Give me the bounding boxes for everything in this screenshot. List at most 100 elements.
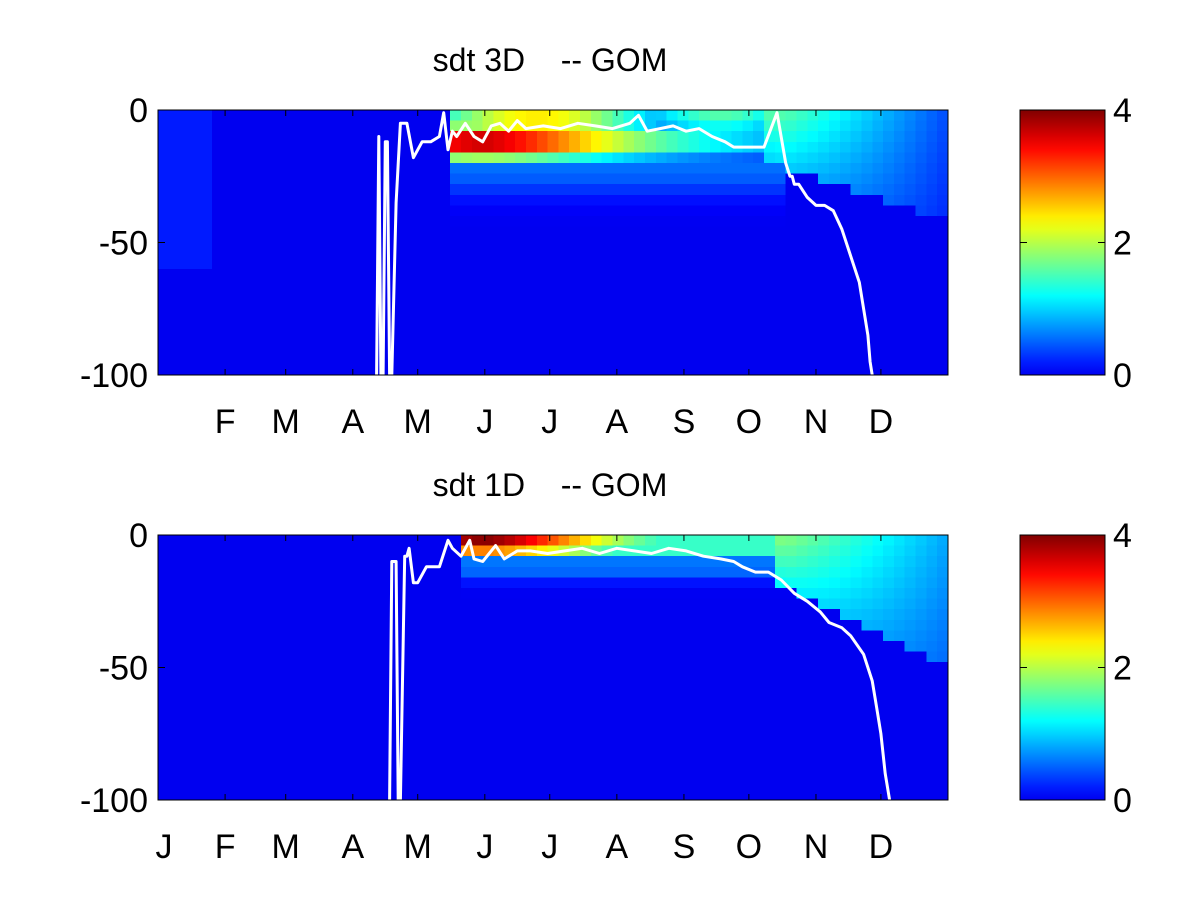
heatmap-cell	[341, 110, 354, 122]
heatmap-cell	[677, 322, 689, 334]
heatmap-cell	[233, 651, 246, 663]
heatmap-cell	[774, 332, 787, 344]
heatmap-cell	[601, 672, 614, 684]
heatmap-cell	[828, 535, 841, 547]
heatmap-cell	[547, 736, 560, 748]
heatmap-cell	[785, 683, 798, 695]
heatmap-cell	[634, 598, 646, 610]
heatmap-cell	[168, 343, 181, 355]
heatmap-cell	[764, 343, 776, 355]
heatmap-cell	[861, 556, 873, 568]
heatmap-cell	[309, 290, 321, 302]
heatmap-cell	[255, 694, 267, 706]
heatmap-cell	[699, 588, 711, 600]
heatmap-cell	[439, 683, 451, 695]
heatmap-cell	[244, 332, 256, 344]
heatmap-cell	[277, 120, 289, 132]
heatmap-cell	[525, 556, 538, 568]
heatmap-cell	[785, 715, 798, 727]
heatmap-cell	[709, 768, 722, 780]
heatmap-cell	[688, 226, 700, 238]
heatmap-cell	[266, 704, 278, 716]
heatmap-cell	[201, 736, 213, 748]
heatmap-cell	[915, 131, 927, 143]
heatmap-cell	[904, 131, 917, 143]
heatmap-cell	[298, 704, 311, 716]
heatmap-cell	[504, 247, 516, 259]
heatmap-cell	[818, 163, 830, 175]
heatmap-cell	[850, 672, 863, 684]
heatmap-cell	[796, 141, 808, 153]
heatmap-cell	[363, 322, 376, 334]
heatmap-cell	[298, 290, 311, 302]
heatmap-cell	[655, 237, 668, 249]
heatmap-cell	[320, 300, 332, 312]
heatmap-cell	[558, 619, 570, 631]
heatmap-cell	[331, 131, 343, 143]
heatmap-cell	[406, 311, 419, 323]
heatmap-cell	[439, 609, 451, 621]
heatmap-cell	[688, 364, 700, 376]
heatmap-cell	[461, 789, 473, 801]
heatmap-cell	[471, 736, 484, 748]
heatmap-cell	[623, 683, 635, 695]
heatmap-cell	[818, 598, 830, 610]
heatmap-cell	[937, 205, 949, 217]
heatmap-cell	[623, 163, 635, 175]
heatmap-cell	[883, 194, 895, 206]
heatmap-cell	[818, 322, 830, 334]
heatmap-cell	[287, 247, 300, 259]
heatmap-cell	[709, 332, 722, 344]
heatmap-cell	[883, 279, 895, 291]
heatmap-cell	[709, 269, 722, 281]
heatmap-cell	[363, 630, 376, 642]
heatmap-cell	[471, 131, 484, 143]
heatmap-cell	[439, 757, 451, 769]
heatmap-cell	[569, 364, 581, 376]
heatmap-cell	[590, 768, 603, 780]
heatmap-cell	[471, 216, 484, 228]
heatmap-cell	[926, 694, 938, 706]
heatmap-cell	[796, 683, 808, 695]
heatmap-cell	[926, 747, 938, 759]
heatmap-cell	[536, 258, 549, 270]
heatmap-cell	[363, 131, 376, 143]
heatmap-cell	[677, 619, 689, 631]
heatmap-cell	[352, 736, 365, 748]
heatmap-cell	[915, 269, 927, 281]
heatmap-cell	[785, 279, 798, 291]
heatmap-cell	[244, 588, 256, 600]
heatmap-cell	[331, 577, 343, 589]
heatmap-cell	[352, 725, 365, 737]
heatmap-cell	[547, 672, 560, 684]
heatmap-cell	[212, 609, 224, 621]
heatmap-cell	[428, 566, 440, 578]
heatmap-cell	[623, 237, 635, 249]
heatmap-cell	[937, 343, 949, 355]
heatmap-cell	[807, 279, 819, 291]
heatmap-cell	[309, 364, 321, 376]
heatmap-cell	[839, 630, 852, 642]
x-tick-label: M	[404, 828, 432, 866]
heatmap-cell	[179, 757, 192, 769]
y-tick-label: 0	[129, 92, 148, 130]
heatmap-cell	[450, 152, 462, 164]
heatmap-cell	[709, 353, 722, 365]
heatmap-cell	[255, 789, 267, 801]
heatmap-cell	[493, 747, 505, 759]
heatmap-cell	[428, 343, 440, 355]
heatmap-cell	[298, 353, 311, 365]
heatmap-cell	[634, 205, 646, 217]
heatmap-cell	[428, 588, 440, 600]
heatmap-cell	[352, 173, 365, 185]
heatmap-cell	[893, 332, 906, 344]
heatmap-cell	[839, 694, 852, 706]
heatmap-cell	[515, 173, 527, 185]
heatmap-cell	[818, 662, 830, 674]
heatmap-cell	[850, 545, 863, 557]
heatmap-cell	[179, 704, 192, 716]
heatmap-cell	[320, 683, 332, 695]
heatmap-cell	[504, 588, 516, 600]
heatmap-cell	[893, 566, 906, 578]
heatmap-cell	[796, 619, 808, 631]
